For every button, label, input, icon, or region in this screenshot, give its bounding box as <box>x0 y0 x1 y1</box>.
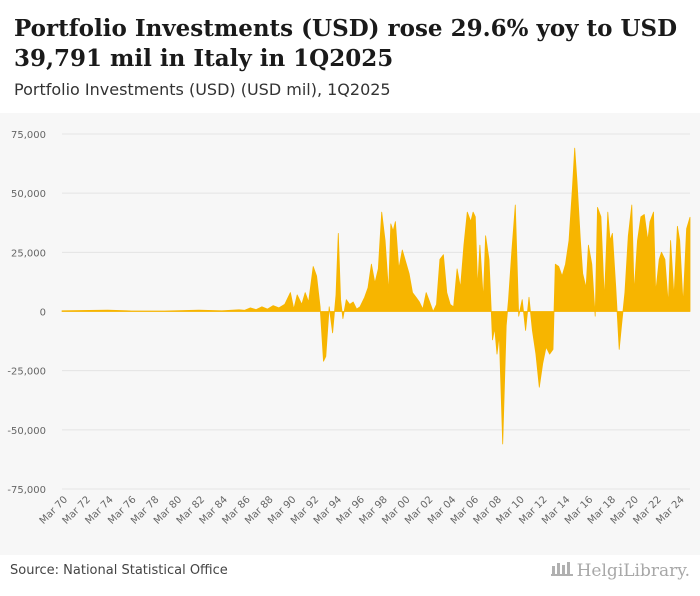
plot-background <box>0 113 700 555</box>
y-tick-label: -75,000 <box>7 485 46 496</box>
series-area-path <box>61 147 691 445</box>
y-tick-label: -50,000 <box>7 426 46 437</box>
y-axis-labels: 75,000 50,000 25,000 0 -25,000 -50,000 -75,000 <box>7 130 46 496</box>
y-tick-label: 50,000 <box>11 189 46 200</box>
chart-subtitle: Portfolio Investments (USD) (USD mil), 1… <box>14 80 391 99</box>
y-tick-label: -25,000 <box>7 367 46 378</box>
y-tick-label: 75,000 <box>11 130 46 141</box>
library-icon <box>550 560 573 581</box>
brand-name: HelgiLibrary. <box>576 560 690 581</box>
y-tick-label: 25,000 <box>11 248 46 259</box>
y-tick-label: 0 <box>40 308 46 319</box>
chart-title: Portfolio Investments (USD) rose 29.6% y… <box>14 15 678 72</box>
brand-logo[interactable]: HelgiLibrary. <box>550 560 690 581</box>
series-area <box>61 147 691 445</box>
source-note: Source: National Statistical Office <box>10 563 228 578</box>
